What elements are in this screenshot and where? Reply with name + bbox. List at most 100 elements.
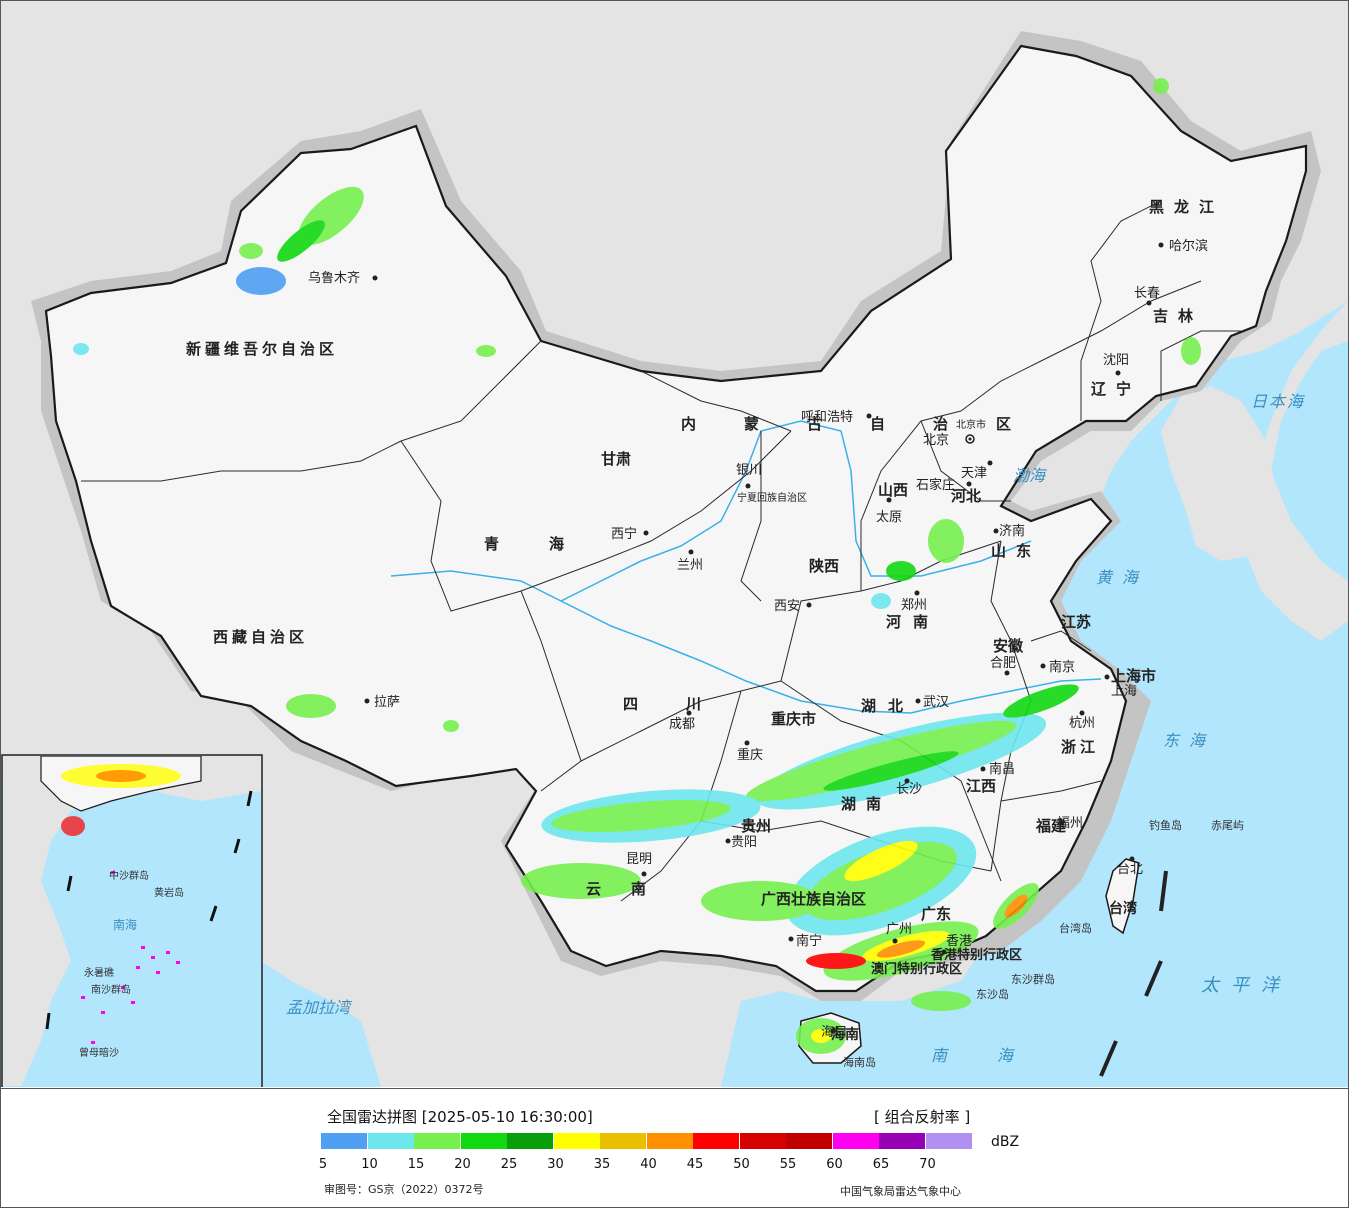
svg-text:新疆维吾尔自治区: 新疆维吾尔自治区	[186, 340, 338, 358]
svg-text:辽宁: 辽宁	[1091, 380, 1141, 398]
color-swatch	[414, 1133, 460, 1149]
svg-text:江苏: 江苏	[1061, 613, 1091, 631]
svg-text:上海市: 上海市	[1111, 667, 1156, 685]
radar-echoes	[73, 78, 1201, 1054]
color-swatch	[321, 1133, 367, 1149]
scale-tick-label: 25	[500, 1157, 518, 1172]
svg-text:香港特别行政区: 香港特别行政区	[930, 947, 1022, 963]
svg-text:东沙群岛: 东沙群岛	[1011, 972, 1055, 986]
scale-tick-label: 50	[733, 1157, 750, 1172]
yangtze-river	[390, 570, 1102, 714]
svg-text:长春: 长春	[1134, 286, 1160, 301]
scale-tick-label: 10	[361, 1157, 378, 1172]
boundary-dashes	[1099, 870, 1168, 1077]
color-swatch	[739, 1133, 786, 1149]
svg-text:兰州: 兰州	[677, 558, 703, 573]
svg-text:成都: 成都	[669, 717, 695, 732]
svg-text:钓鱼岛: 钓鱼岛	[1149, 818, 1182, 832]
svg-text:四川: 四川	[623, 695, 749, 713]
scale-tick-label: 5	[318, 1157, 328, 1172]
color-swatch	[646, 1133, 693, 1149]
svg-text:云南: 云南	[586, 880, 676, 898]
svg-text:赤尾屿: 赤尾屿	[1211, 819, 1244, 832]
svg-text:浙江: 浙江	[1061, 738, 1099, 756]
color-swatch	[786, 1133, 832, 1149]
color-swatch	[879, 1133, 925, 1149]
svg-text:广东: 广东	[921, 905, 951, 923]
svg-text:海南: 海南	[831, 1026, 859, 1043]
scale-tick-label: 45	[686, 1157, 704, 1172]
unit-label: dBZ	[991, 1134, 1020, 1150]
svg-text:南海: 南海	[113, 917, 137, 932]
svg-text:内蒙古自治区: 内蒙古自治区	[681, 415, 1059, 433]
color-swatch	[832, 1133, 879, 1149]
svg-text:东沙岛: 东沙岛	[976, 987, 1009, 1001]
color-swatch	[460, 1133, 507, 1149]
scale-tick-label: 20	[454, 1157, 471, 1172]
svg-text:南昌: 南昌	[989, 761, 1015, 777]
svg-text:西宁: 西宁	[611, 526, 637, 542]
city-dots	[364, 242, 1164, 1034]
approval-number: 审图号：GS京（2022）0372号	[324, 1183, 484, 1196]
color-swatch	[367, 1133, 414, 1149]
scale-tick-label: 70	[919, 1157, 936, 1172]
svg-text:贵州: 贵州	[741, 817, 771, 835]
svg-text:黑龙江: 黑龙江	[1149, 198, 1224, 216]
scale-tick-label: 65	[872, 1157, 890, 1172]
svg-text:南沙群岛: 南沙群岛	[91, 983, 131, 996]
map-labels: 新疆维吾尔自治区 西藏自治区 青海 甘肃 内蒙古自治区 黑龙江 吉林 辽宁 河北…	[186, 198, 1224, 1043]
svg-text:孟加拉湾: 孟加拉湾	[286, 998, 353, 1017]
svg-text:昆明: 昆明	[626, 852, 652, 867]
svg-text:湖北: 湖北	[861, 697, 915, 715]
svg-text:山东: 山东	[991, 542, 1041, 560]
svg-text:南京: 南京	[1049, 659, 1075, 675]
color-swatch	[600, 1133, 646, 1149]
product-label: [ 组合反射率 ]	[874, 1108, 971, 1126]
svg-text:永暑礁: 永暑礁	[84, 966, 114, 979]
scale-tick-label: 35	[593, 1157, 611, 1172]
svg-text:中沙群岛: 中沙群岛	[109, 869, 149, 882]
svg-text:合肥: 合肥	[990, 656, 1016, 671]
svg-text:河北: 河北	[951, 487, 981, 505]
svg-text:长沙: 长沙	[896, 782, 922, 797]
svg-text:黄岩岛: 黄岩岛	[154, 886, 184, 899]
svg-text:吉林: 吉林	[1153, 307, 1203, 325]
svg-text:广西壮族自治区: 广西壮族自治区	[761, 890, 866, 908]
island-labels: 钓鱼岛 赤尾屿 台湾岛 东沙群岛 东沙岛 海南岛	[843, 818, 1244, 1069]
legend-title: 全国雷达拼图 [2025-05-10 16:30:00]	[327, 1108, 593, 1126]
color-swatch	[925, 1133, 972, 1149]
svg-text:香港: 香港	[946, 934, 972, 949]
svg-text:黄海: 黄海	[1096, 568, 1148, 587]
svg-text:青海: 青海	[484, 535, 614, 553]
svg-text:河南: 河南	[886, 613, 940, 631]
color-swatch	[507, 1133, 553, 1149]
color-swatch	[553, 1133, 600, 1149]
svg-text:乌鲁木齐: 乌鲁木齐	[308, 270, 360, 286]
svg-text:陕西: 陕西	[809, 557, 839, 575]
svg-text:甘肃: 甘肃	[601, 450, 631, 468]
svg-text:西安: 西安	[774, 599, 800, 614]
scale-tick-label: 40	[640, 1157, 657, 1172]
svg-text:杭州: 杭州	[1069, 716, 1095, 731]
color-swatch	[693, 1133, 739, 1149]
neighbor-land-korea	[1161, 386, 1276, 561]
svg-text:北京市: 北京市	[956, 418, 986, 431]
svg-text:台北: 台北	[1117, 862, 1143, 877]
svg-text:重庆市: 重庆市	[771, 710, 816, 728]
scale-tick-label: 55	[779, 1157, 797, 1172]
svg-text:郑州: 郑州	[901, 598, 927, 613]
svg-text:呼和浩特: 呼和浩特	[801, 410, 853, 425]
south-china-sea-inset: 中沙群岛 黄岩岛 南海 永暑礁 南沙群岛 曾母暗沙	[1, 754, 263, 1087]
svg-text:山西: 山西	[878, 481, 908, 499]
svg-text:湖南: 湖南	[841, 795, 891, 813]
svg-text:日本海: 日本海	[1251, 392, 1305, 411]
scale-tick-label: 30	[547, 1157, 564, 1172]
svg-text:哈尔滨: 哈尔滨	[1169, 238, 1208, 254]
scale-tick-label: 15	[407, 1157, 425, 1172]
taiwan-island	[1105, 858, 1140, 935]
neighbor-land-japan	[1241, 301, 1348, 641]
svg-text:南海: 南海	[931, 1046, 1063, 1065]
source-label: 中国气象局雷达气象中心	[840, 1185, 961, 1198]
svg-text:海南岛: 海南岛	[843, 1055, 876, 1069]
